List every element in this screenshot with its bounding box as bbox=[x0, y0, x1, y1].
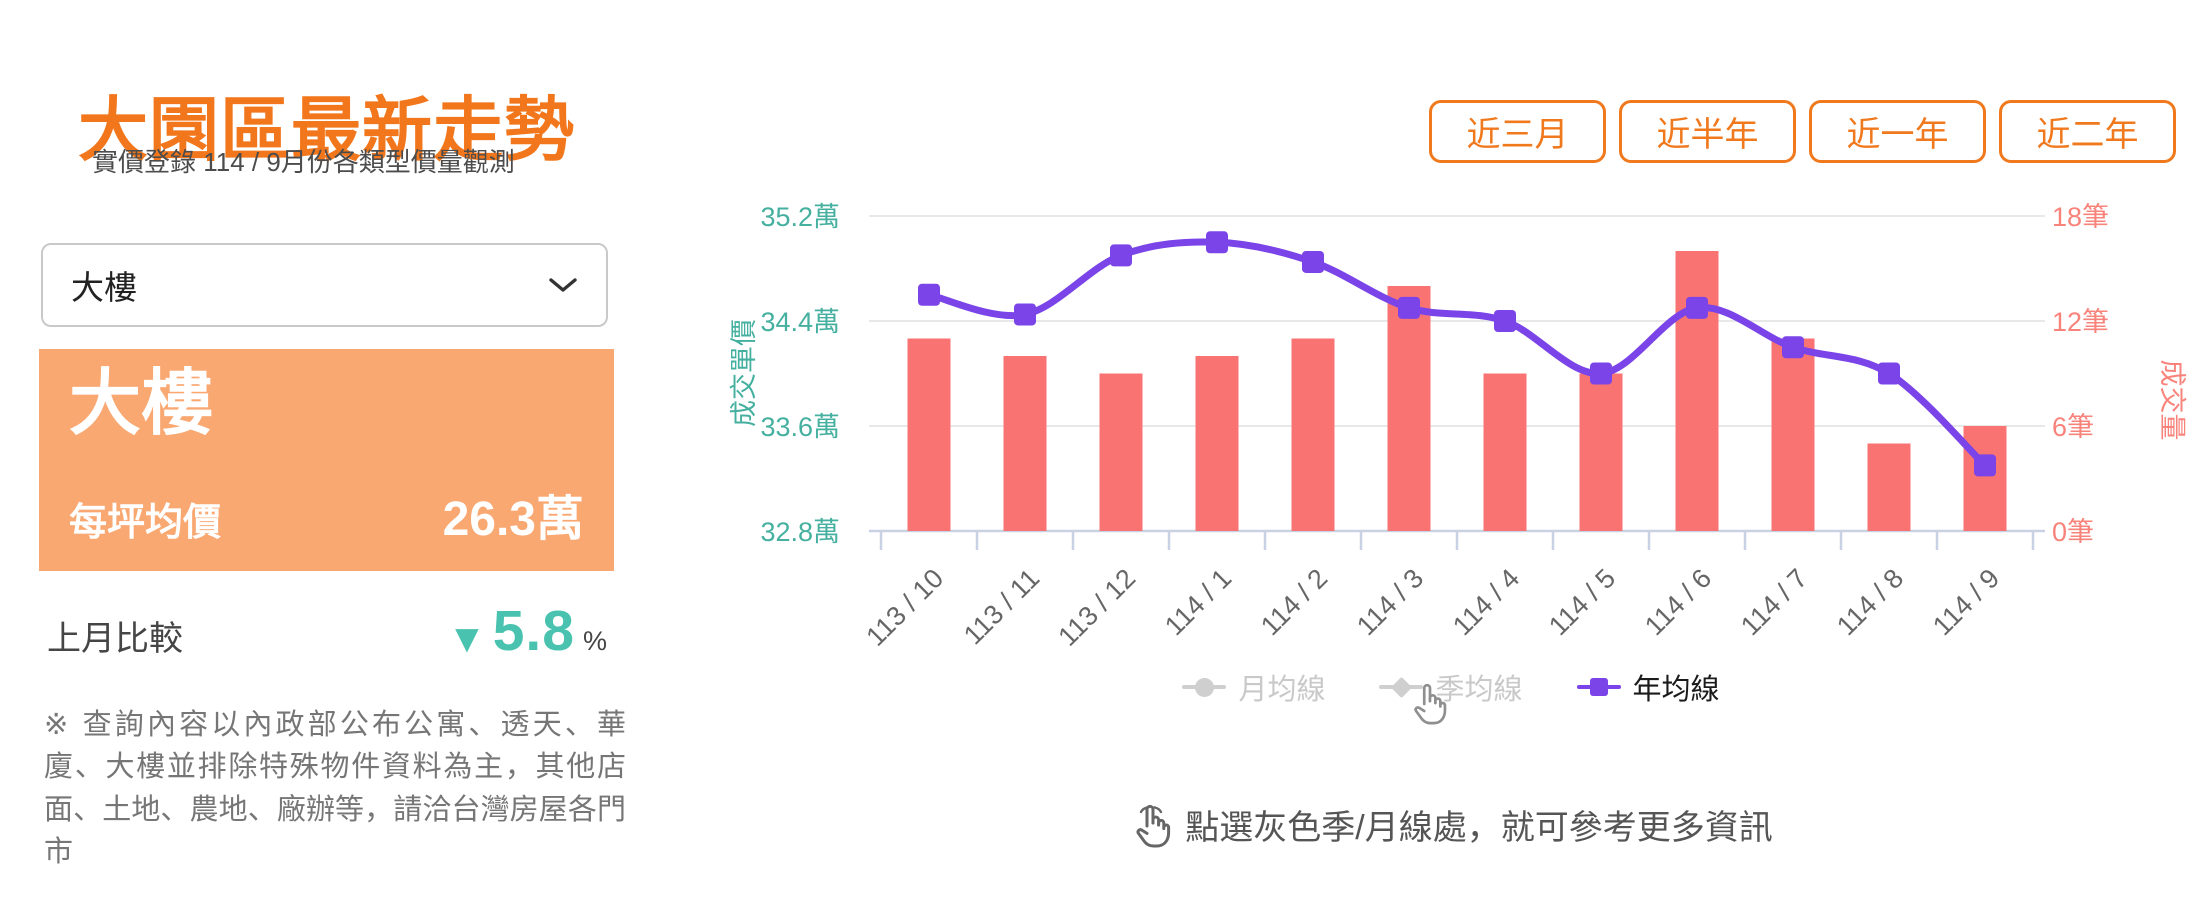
left-axis-tick: 34.4萬 bbox=[760, 307, 840, 337]
page-title: 大園區最新走勢 bbox=[78, 91, 575, 169]
right-axis-title: 成交量 bbox=[2157, 360, 2187, 441]
left-panel: 大園區最新走勢 實價登錄 114 / 9月份各類型價量觀測 大樓 大樓 每坪均價… bbox=[0, 0, 660, 908]
volume-bar[interactable] bbox=[1579, 373, 1623, 532]
yearly-average-point[interactable] bbox=[1302, 250, 1324, 273]
volume-bar[interactable] bbox=[1867, 443, 1911, 532]
right-axis-tick: 0筆 bbox=[2052, 517, 2094, 547]
summary-card: 大樓 每坪均價 26.3萬 bbox=[39, 349, 614, 571]
volume-bar[interactable] bbox=[1291, 338, 1335, 532]
yearly-average-point[interactable] bbox=[918, 283, 940, 306]
month-compare-value: ▼ 5.8 % bbox=[447, 598, 607, 664]
volume-bar[interactable] bbox=[1771, 338, 1815, 532]
left-axis-title: 成交單價 bbox=[729, 319, 759, 427]
yearly-average-point[interactable] bbox=[1494, 310, 1516, 332]
quarterly-line-marker bbox=[1379, 676, 1424, 698]
legend-label-yearly: 年均線 bbox=[1632, 674, 1720, 706]
yearly-average-point[interactable] bbox=[1110, 244, 1132, 267]
month-compare-row: 上月比較 ▼ 5.8 % bbox=[47, 598, 607, 664]
card-type-name: 大樓 bbox=[69, 364, 214, 444]
card-price-row: 每坪均價 26.3萬 bbox=[69, 479, 584, 549]
x-axis-label: 114 / 5 bbox=[1543, 563, 1621, 641]
yearly-average-point[interactable] bbox=[1782, 336, 1804, 359]
x-axis-label: 114 / 4 bbox=[1447, 563, 1525, 641]
yearly-average-point[interactable] bbox=[1014, 303, 1036, 326]
x-axis-label: 113 / 11 bbox=[958, 563, 1045, 650]
x-axis-label: 113 / 10 bbox=[860, 563, 949, 652]
volume-bar[interactable] bbox=[1675, 251, 1719, 531]
right-axis-tick: 6筆 bbox=[2052, 412, 2094, 442]
volume-bar[interactable] bbox=[907, 338, 951, 532]
down-triangle-icon: ▼ bbox=[447, 617, 487, 661]
chart-note: 點選灰色季/月線處，就可參考更多資訊 bbox=[700, 800, 2202, 849]
hand-cursor-icon bbox=[1414, 683, 1447, 725]
legend-label-quarterly: 季均線 bbox=[1435, 674, 1523, 706]
x-axis-label: 114 / 1 bbox=[1159, 563, 1237, 641]
range-button-3m[interactable]: 近三月 bbox=[1429, 100, 1606, 163]
volume-bar[interactable] bbox=[1195, 356, 1239, 531]
yearly-average-point[interactable] bbox=[1878, 362, 1900, 385]
x-axis-label: 114 / 8 bbox=[1831, 563, 1909, 641]
range-button-1y[interactable]: 近一年 bbox=[1809, 100, 1986, 163]
left-axis-tick: 33.6萬 bbox=[760, 412, 840, 442]
yearly-average-point[interactable] bbox=[1686, 296, 1708, 319]
range-button-group: 近三月 近半年 近一年 近二年 bbox=[1429, 100, 2176, 163]
legend-item-yearly[interactable]: 年均線 bbox=[1576, 666, 1720, 708]
compare-unit: % bbox=[582, 626, 607, 656]
yearly-average-point[interactable] bbox=[1590, 362, 1612, 385]
x-axis-label: 114 / 9 bbox=[1927, 563, 2005, 641]
range-button-2y[interactable]: 近二年 bbox=[1999, 100, 2176, 163]
volume-bar[interactable] bbox=[1483, 373, 1527, 532]
card-price-label: 每坪均價 bbox=[69, 502, 222, 544]
chevron-down-icon bbox=[549, 278, 577, 292]
volume-bar[interactable] bbox=[1003, 356, 1047, 531]
volume-bar[interactable] bbox=[1387, 286, 1431, 531]
yearly-average-point[interactable] bbox=[1974, 454, 1996, 477]
right-axis-tick: 12筆 bbox=[2052, 307, 2109, 337]
x-axis-label: 114 / 7 bbox=[1735, 563, 1813, 641]
legend-item-monthly[interactable]: 月均線 bbox=[1182, 666, 1325, 708]
yearly-line-marker bbox=[1576, 677, 1621, 697]
volume-bar[interactable] bbox=[1963, 426, 2007, 531]
volume-bar[interactable] bbox=[1099, 373, 1143, 532]
dropdown-selected-value: 大樓 bbox=[71, 269, 137, 306]
hand-cursor-icon bbox=[1136, 804, 1171, 847]
chart-legend: 月均線 季均線 年均線 bbox=[700, 666, 2202, 725]
legend-label-monthly: 月均線 bbox=[1238, 674, 1326, 706]
x-axis-label: 114 / 6 bbox=[1639, 563, 1717, 641]
range-button-6m[interactable]: 近半年 bbox=[1619, 100, 1796, 163]
building-type-dropdown[interactable]: 大樓 bbox=[41, 243, 608, 327]
card-price-value: 26.3萬 bbox=[442, 493, 584, 546]
page-subtitle: 實價登錄 114 / 9月份各類型價量觀測 bbox=[92, 147, 515, 177]
yearly-average-point[interactable] bbox=[1206, 231, 1228, 254]
right-axis-tick: 18筆 bbox=[2052, 202, 2109, 232]
x-axis-label: 114 / 3 bbox=[1351, 563, 1429, 641]
yearly-average-point[interactable] bbox=[1398, 296, 1420, 319]
monthly-line-marker bbox=[1182, 677, 1227, 697]
disclaimer-text: ※ 查詢內容以內政部公布公寓、透天、華廈、大樓並排除特殊物件資料為主，其他店面、… bbox=[44, 709, 626, 868]
legend-item-quarterly[interactable]: 季均線 bbox=[1379, 666, 1523, 725]
chart-note-text: 點選灰色季/月線處，就可參考更多資訊 bbox=[1185, 809, 1773, 847]
left-axis-tick: 35.2萬 bbox=[760, 202, 840, 232]
yearly-average-line[interactable] bbox=[925, 238, 1989, 469]
x-axis-label: 114 / 2 bbox=[1255, 563, 1333, 641]
compare-number: 5.8 bbox=[492, 599, 575, 663]
x-axis-label: 113 / 12 bbox=[1052, 563, 1141, 652]
left-axis-tick: 32.8萬 bbox=[760, 517, 840, 547]
month-compare-label: 上月比較 bbox=[47, 620, 183, 658]
